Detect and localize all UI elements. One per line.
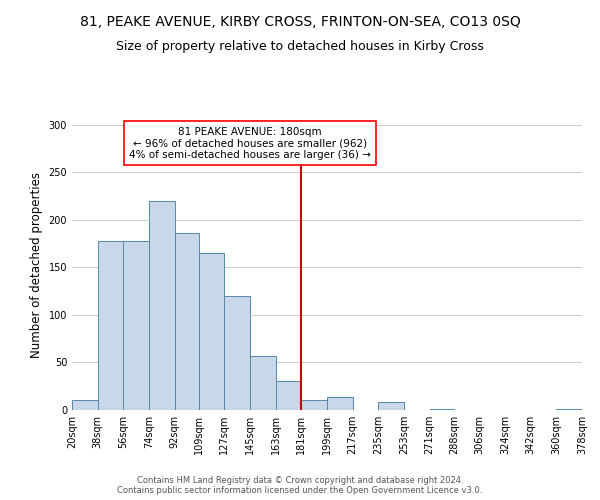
Bar <box>175 233 199 410</box>
Text: Size of property relative to detached houses in Kirby Cross: Size of property relative to detached ho… <box>116 40 484 53</box>
Bar <box>327 396 353 410</box>
Bar <box>556 409 582 410</box>
Text: Contains HM Land Registry data © Crown copyright and database right 2024.
Contai: Contains HM Land Registry data © Crown c… <box>118 476 482 495</box>
Bar <box>250 356 276 410</box>
Bar <box>301 400 327 410</box>
Bar <box>224 296 250 410</box>
Bar <box>149 201 175 410</box>
Bar <box>123 241 149 410</box>
Bar <box>72 400 98 410</box>
Bar <box>98 241 123 410</box>
Bar <box>199 253 224 410</box>
Bar <box>430 409 454 410</box>
Text: 81 PEAKE AVENUE: 180sqm
← 96% of detached houses are smaller (962)
4% of semi-de: 81 PEAKE AVENUE: 180sqm ← 96% of detache… <box>129 126 371 160</box>
Bar <box>276 382 301 410</box>
Y-axis label: Number of detached properties: Number of detached properties <box>30 172 43 358</box>
Bar <box>378 402 404 410</box>
Text: 81, PEAKE AVENUE, KIRBY CROSS, FRINTON-ON-SEA, CO13 0SQ: 81, PEAKE AVENUE, KIRBY CROSS, FRINTON-O… <box>80 15 520 29</box>
